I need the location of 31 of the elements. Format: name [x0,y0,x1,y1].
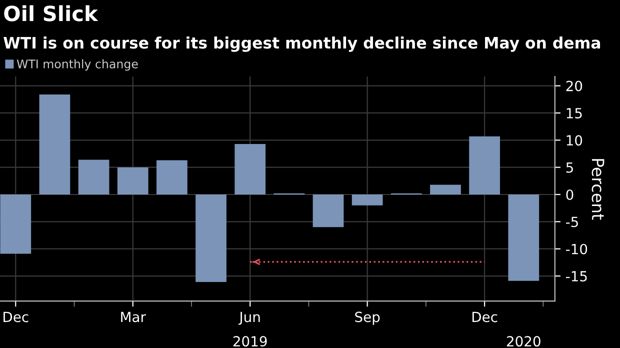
x-tick-label: Mar [121,312,146,322]
bar [39,94,70,194]
y-tick-label: 5 [566,162,573,173]
bar [234,144,266,194]
text: 2020 [506,336,540,347]
y-tick-label: 0 [566,189,574,200]
bar [156,160,188,194]
y-tick-label: 10 [566,135,582,146]
bar [430,184,461,194]
bar [78,160,110,194]
bar [312,194,344,228]
bar [469,136,500,194]
y-tick-label: -15 [566,271,587,282]
y-tick-label: -10 [566,244,588,254]
x-tick-label: Dec [472,312,498,322]
text: 2019 [233,336,267,347]
bar [508,194,540,281]
y-tick-label: -5 [566,216,578,228]
y-axis-title: Percent [592,159,604,220]
bar [352,194,383,206]
y-tick-label: 20 [566,80,582,92]
chart-subtitle: WTI is on course for its biggest monthly decline since May on dema [4,36,600,52]
legend-label: WTI monthly change [16,59,138,71]
x-tick-label: Sep [355,312,380,325]
x-tick-label: Dec [4,312,28,322]
y-tick-label: 15 [566,108,582,118]
x-tick-label: Jun [238,312,260,325]
chart-title: Oil Slick [4,5,98,22]
bar [117,167,148,194]
bar [196,194,226,282]
bar [0,194,32,254]
